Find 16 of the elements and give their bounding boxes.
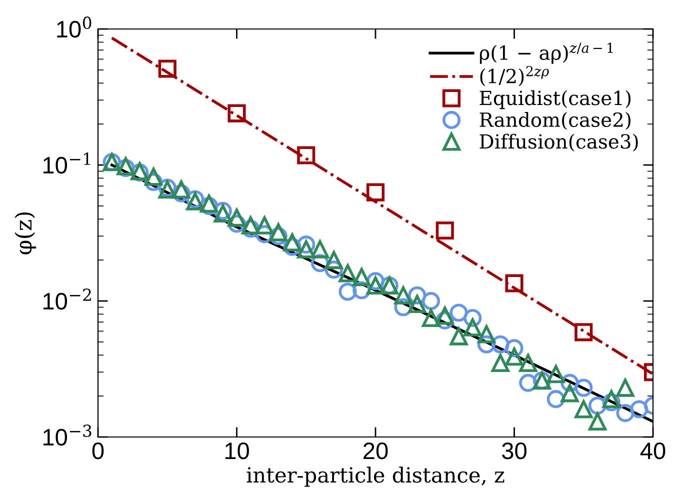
x-tick-label: 20 [364,442,388,460]
y-tick-label: 10$^{−3}$ [43,424,92,446]
legend-label: (1/2)$^{2zρ}$ [480,66,549,86]
x-axis-title: inter-particle distance, z [246,466,504,487]
y-tick-label: 10$^{0}$ [57,16,92,38]
x-tick-label: 0 [92,442,104,460]
y-tick-label: 10$^{−2}$ [43,288,91,310]
y-axis-title: φ(z) [14,212,36,254]
x-tick-label: 10 [225,442,249,460]
x-tick-label: 30 [502,442,526,460]
x-tick-label: 40 [640,442,666,460]
legend-label: Random(case2) [480,112,630,130]
legend-label: ρ(1 − aρ)$^{z/a−1}$ [480,42,613,64]
legend-label: Equidist(case1) [480,90,631,110]
legend-label: Diffusion(case3) [480,134,638,152]
y-tick-label: 10$^{−1}$ [43,152,90,174]
